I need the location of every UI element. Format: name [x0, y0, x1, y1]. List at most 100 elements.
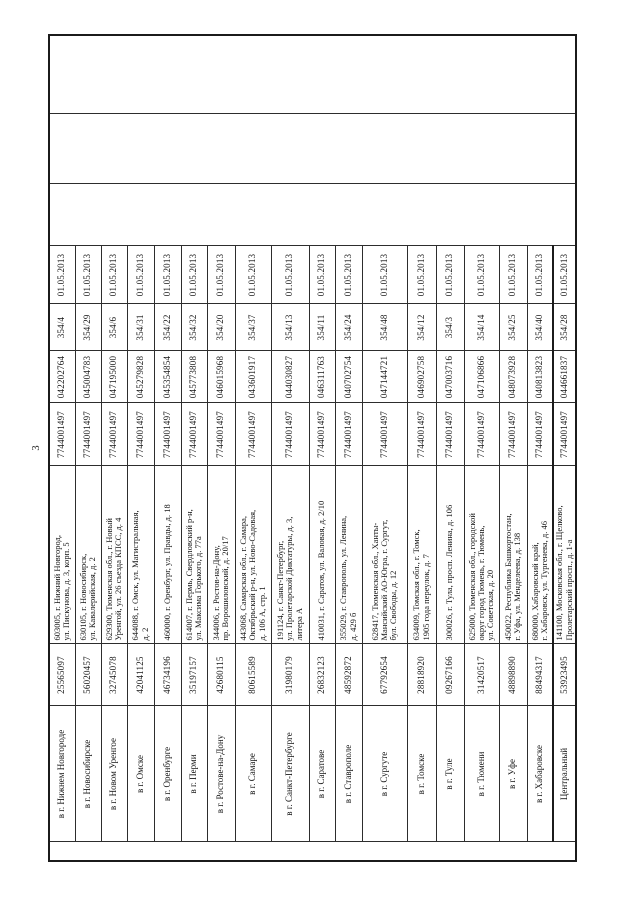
branch-name-cell: Центральный — [553, 706, 576, 842]
branch-code-cell: 354/3 — [436, 304, 464, 351]
address-cell: 355029, г. Ставрополь, ул. Ленина, д. 42… — [335, 466, 362, 644]
bik-cell: 046311763 — [309, 351, 335, 403]
empty-cell-2 — [49, 114, 576, 184]
date-cell: 01.05.2013 — [207, 246, 235, 304]
address-cell: 628417, Тюменская обл., Ханты- Мансийски… — [362, 466, 407, 644]
reg-number-cell: 80615589 — [235, 644, 271, 706]
date-cell: 01.05.2013 — [75, 246, 101, 304]
branch-code-cell: 354/48 — [362, 304, 407, 351]
date-cell: 01.05.2013 — [154, 246, 181, 304]
inn-cell: 7744001497 — [235, 403, 271, 466]
bik-cell: 047003716 — [436, 351, 464, 403]
branch-code-cell: 354/12 — [407, 304, 436, 351]
branch-code-cell: 354/22 — [154, 304, 181, 351]
address-cell: 630105, г. Новосибирск, ул. Кавалерийска… — [75, 466, 101, 644]
reg-number-cell: 42041125 — [127, 644, 154, 706]
address-cell: 460000, г. Оренбург, ул. Правды, д. 18 — [154, 466, 181, 644]
address-cell: 450022, Республика Башкортостан, г. Уфа,… — [499, 466, 527, 644]
reg-number-cell: 25565097 — [49, 644, 75, 706]
address-cell: 141100, Московская обл., г. Щелково, Про… — [553, 466, 576, 644]
date-cell: 01.05.2013 — [407, 246, 436, 304]
reg-number-cell: 88494317 — [527, 644, 553, 706]
reg-number-cell: 31980179 — [271, 644, 309, 706]
bik-cell: 045354854 — [154, 351, 181, 403]
inn-cell: 7744001497 — [464, 403, 499, 466]
branch-name-cell: в г. Ростове-на-Дону — [207, 706, 235, 842]
address-cell: 634009, Томская обл., г. Томск, 1905 год… — [407, 466, 436, 644]
address-cell: 191124, г. Санкт-Петербург, ул. Пролетар… — [271, 466, 309, 644]
branch-name-cell: в г. Уфе — [499, 706, 527, 842]
date-cell: 01.05.2013 — [553, 246, 576, 304]
address-cell: 680000, Хабаровский край, г. Хабаровск, … — [527, 466, 553, 644]
reg-number-cell: 28818920 — [407, 644, 436, 706]
branch-code-cell: 354/11 — [309, 304, 335, 351]
reg-number-cell: 26832123 — [309, 644, 335, 706]
branch-code-cell: 354/37 — [235, 304, 271, 351]
branch-code-cell: 354/40 — [527, 304, 553, 351]
inn-cell: 7744001497 — [527, 403, 553, 466]
empty-cell-3 — [49, 35, 576, 114]
reg-number-cell: 31420517 — [464, 644, 499, 706]
inn-cell: 7744001497 — [75, 403, 101, 466]
bik-cell: 045004783 — [75, 351, 101, 403]
bik-cell: 045279828 — [127, 351, 154, 403]
address-cell: 300026, г. Тула, просп. Ленина, д. 106 — [436, 466, 464, 644]
date-cell: 01.05.2013 — [271, 246, 309, 304]
empty-cell-left — [49, 842, 576, 861]
reg-number-cell: 48592872 — [335, 644, 362, 706]
bik-cell: 040702754 — [335, 351, 362, 403]
bik-cell: 040813823 — [527, 351, 553, 403]
date-cell: 01.05.2013 — [127, 246, 154, 304]
branch-name-cell: в г. Перми — [181, 706, 207, 842]
inn-cell: 7744001497 — [101, 403, 127, 466]
branch-code-cell: 354/13 — [271, 304, 309, 351]
reg-number-cell: 35197157 — [181, 644, 207, 706]
inn-cell: 7744001497 — [335, 403, 362, 466]
date-cell: 01.05.2013 — [49, 246, 75, 304]
branch-code-cell: 354/4 — [49, 304, 75, 351]
address-cell: 614007, г. Пермь, Свердловский р-н, ул. … — [181, 466, 207, 644]
branch-code-cell: 354/29 — [75, 304, 101, 351]
inn-cell: 7744001497 — [436, 403, 464, 466]
inn-cell: 7744001497 — [499, 403, 527, 466]
branch-name-cell: в г. Томске — [407, 706, 436, 842]
address-cell: 629300, Тюменская обл., г. Новый Уренгой… — [101, 466, 127, 644]
date-cell: 01.05.2013 — [101, 246, 127, 304]
inn-cell: 7744001497 — [271, 403, 309, 466]
address-cell: 625000, Тюменская обл., городской округ … — [464, 466, 499, 644]
date-cell: 01.05.2013 — [235, 246, 271, 304]
address-cell: 603005, г. Нижний Новгород, ул. Пискунов… — [49, 466, 75, 644]
date-cell: 01.05.2013 — [527, 246, 553, 304]
branch-name-cell: в г. Тюмени — [464, 706, 499, 842]
bik-cell: 046902758 — [407, 351, 436, 403]
page-number: 3 — [31, 445, 42, 451]
bik-cell: 048073928 — [499, 351, 527, 403]
bik-cell: 046015968 — [207, 351, 235, 403]
branch-name-cell: в г. Ставрополе — [335, 706, 362, 842]
branch-name-cell: в г. Сургуте — [362, 706, 407, 842]
branch-code-cell: 354/20 — [207, 304, 235, 351]
inn-cell: 7744001497 — [127, 403, 154, 466]
reg-number-cell: 56020457 — [75, 644, 101, 706]
address-cell: 344006, г. Ростов-на-Дону, пр. Ворошилов… — [207, 466, 235, 644]
branch-code-cell: 354/31 — [127, 304, 154, 351]
branch-code-cell: 354/6 — [101, 304, 127, 351]
reg-number-cell: 09267166 — [436, 644, 464, 706]
date-cell: 01.05.2013 — [499, 246, 527, 304]
empty-cell-1 — [49, 184, 576, 246]
date-cell: 01.05.2013 — [309, 246, 335, 304]
reg-number-cell: 48898890 — [499, 644, 527, 706]
date-cell: 01.05.2013 — [464, 246, 499, 304]
bik-cell: 047195000 — [101, 351, 127, 403]
branch-name-cell: в г. Хабаровске — [527, 706, 553, 842]
reg-number-cell: 53923495 — [553, 644, 576, 706]
address-cell: 410031, г. Саратов, ул. Валовая, д. 2/10 — [309, 466, 335, 644]
branch-code-cell: 354/28 — [553, 304, 576, 351]
branch-name-cell: в г. Нижнем Новгороде — [49, 706, 75, 842]
bik-cell: 043601917 — [235, 351, 271, 403]
date-cell: 01.05.2013 — [181, 246, 207, 304]
branch-name-cell: в г. Омске — [127, 706, 154, 842]
inn-cell: 7744001497 — [49, 403, 75, 466]
inn-cell: 7744001497 — [362, 403, 407, 466]
branch-code-cell: 354/25 — [499, 304, 527, 351]
